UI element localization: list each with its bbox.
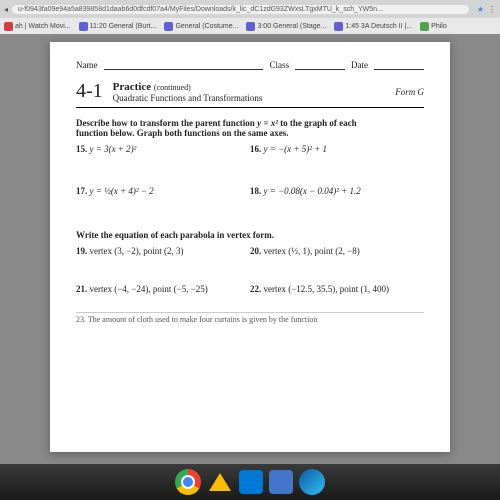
cutoff-text: 23. The amount of cloth used to make fou… (76, 312, 424, 324)
document-viewport[interactable]: Name Class Date 4-1 Practice (continued)… (0, 34, 500, 472)
date-blank (374, 60, 424, 70)
form-label: Form G (395, 87, 424, 97)
problem-row: 19. vertex (3, −2), point (2, 3) 20. ver… (76, 246, 424, 256)
bookmark-icon (164, 22, 173, 31)
app-icon[interactable] (269, 470, 293, 494)
problem-row: 21. vertex (−4, −24), point (−5, −25) 22… (76, 284, 424, 294)
worksheet-page: Name Class Date 4-1 Practice (continued)… (50, 42, 450, 452)
problem-15: 15. y = 3(x + 2)² (76, 144, 250, 154)
header-fields: Name Class Date (76, 60, 424, 70)
edge-icon[interactable] (299, 469, 325, 495)
store-icon[interactable] (239, 470, 263, 494)
bookmark-icon (420, 22, 429, 31)
problem-21: 21. vertex (−4, −24), point (−5, −25) (76, 284, 250, 294)
bookmark-item[interactable]: General (Costume... (164, 22, 238, 31)
chrome-icon[interactable] (175, 469, 201, 495)
problem-20: 20. vertex (½, 1), point (2, −8) (250, 246, 424, 256)
problem-17: 17. y = ½(x + 4)² − 2 (76, 186, 250, 196)
problem-16: 16. y = −(x + 5)² + 1 (250, 144, 424, 154)
menu-dots-icon[interactable]: ⋮ (488, 5, 496, 14)
lesson-title: Practice (continued) (113, 81, 386, 93)
problem-row: 15. y = 3(x + 2)² 16. y = −(x + 5)² + 1 (76, 144, 424, 154)
bookmark-icon (334, 22, 343, 31)
bookmark-label: ah | Watch Movi... (15, 23, 71, 30)
bookmark-item[interactable]: ah | Watch Movi... (4, 22, 71, 31)
taskbar (0, 464, 500, 500)
name-label: Name (76, 60, 98, 70)
lesson-subtitle: Quadratic Functions and Transformations (113, 93, 386, 103)
nav-back-icon[interactable]: ◂ (4, 5, 8, 14)
lesson-header: 4-1 Practice (continued) Quadratic Funct… (76, 80, 424, 108)
bookmark-item[interactable]: 11:20 General (Burt... (79, 22, 157, 31)
drive-icon[interactable] (207, 469, 233, 495)
date-label: Date (351, 60, 368, 70)
bookmark-label: 11:20 General (Burt... (90, 23, 157, 30)
bookmark-label: General (Costume... (175, 23, 238, 30)
instruction-2: Write the equation of each parabola in v… (76, 230, 424, 240)
instruction-1: Describe how to transform the parent fun… (76, 118, 424, 138)
name-blank (104, 60, 264, 70)
problem-22: 22. vertex (−12.5, 35.5), point (1, 400) (250, 284, 424, 294)
problem-row: 17. y = ½(x + 4)² − 2 18. y = −0.08(x − … (76, 186, 424, 196)
bookmark-item[interactable]: 1:45 3A Deutsch II |... (334, 22, 412, 31)
bookmark-item[interactable]: 3:00 General (Stage... (246, 22, 326, 31)
class-blank (295, 60, 345, 70)
url-bar[interactable]: u-f0943fa09e94a5a839858d1daab6d0dfcdf07a… (12, 5, 469, 14)
bookmark-star-icon[interactable]: ★ (477, 5, 484, 14)
bookmark-icon (246, 22, 255, 31)
bookmark-label: Philo (431, 23, 447, 30)
url-text: u-f0943fa09e94a5a839858d1daab6d0dfcdf07a… (18, 6, 383, 13)
browser-toolbar: ◂ u-f0943fa09e94a5a839858d1daab6d0dfcdf0… (0, 0, 500, 18)
bookmark-icon (4, 22, 13, 31)
class-label: Class (269, 60, 289, 70)
bookmark-label: 3:00 General (Stage... (257, 23, 326, 30)
problem-19: 19. vertex (3, −2), point (2, 3) (76, 246, 250, 256)
bookmark-label: 1:45 3A Deutsch II |... (345, 23, 412, 30)
bookmarks-bar: ah | Watch Movi... 11:20 General (Burt..… (0, 18, 500, 34)
problem-18: 18. y = −0.08(x − 0.04)² + 1.2 (250, 186, 424, 196)
lesson-number: 4-1 (76, 80, 103, 103)
bookmark-icon (79, 22, 88, 31)
bookmark-item[interactable]: Philo (420, 22, 447, 31)
